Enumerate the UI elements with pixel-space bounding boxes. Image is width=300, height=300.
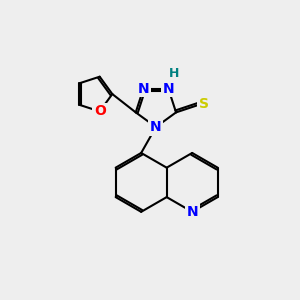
Text: N: N	[163, 82, 174, 96]
Text: O: O	[94, 104, 106, 118]
Text: S: S	[199, 97, 209, 111]
Text: N: N	[150, 120, 162, 134]
Text: H: H	[169, 68, 179, 80]
Text: N: N	[138, 82, 149, 96]
Text: N: N	[186, 205, 198, 219]
